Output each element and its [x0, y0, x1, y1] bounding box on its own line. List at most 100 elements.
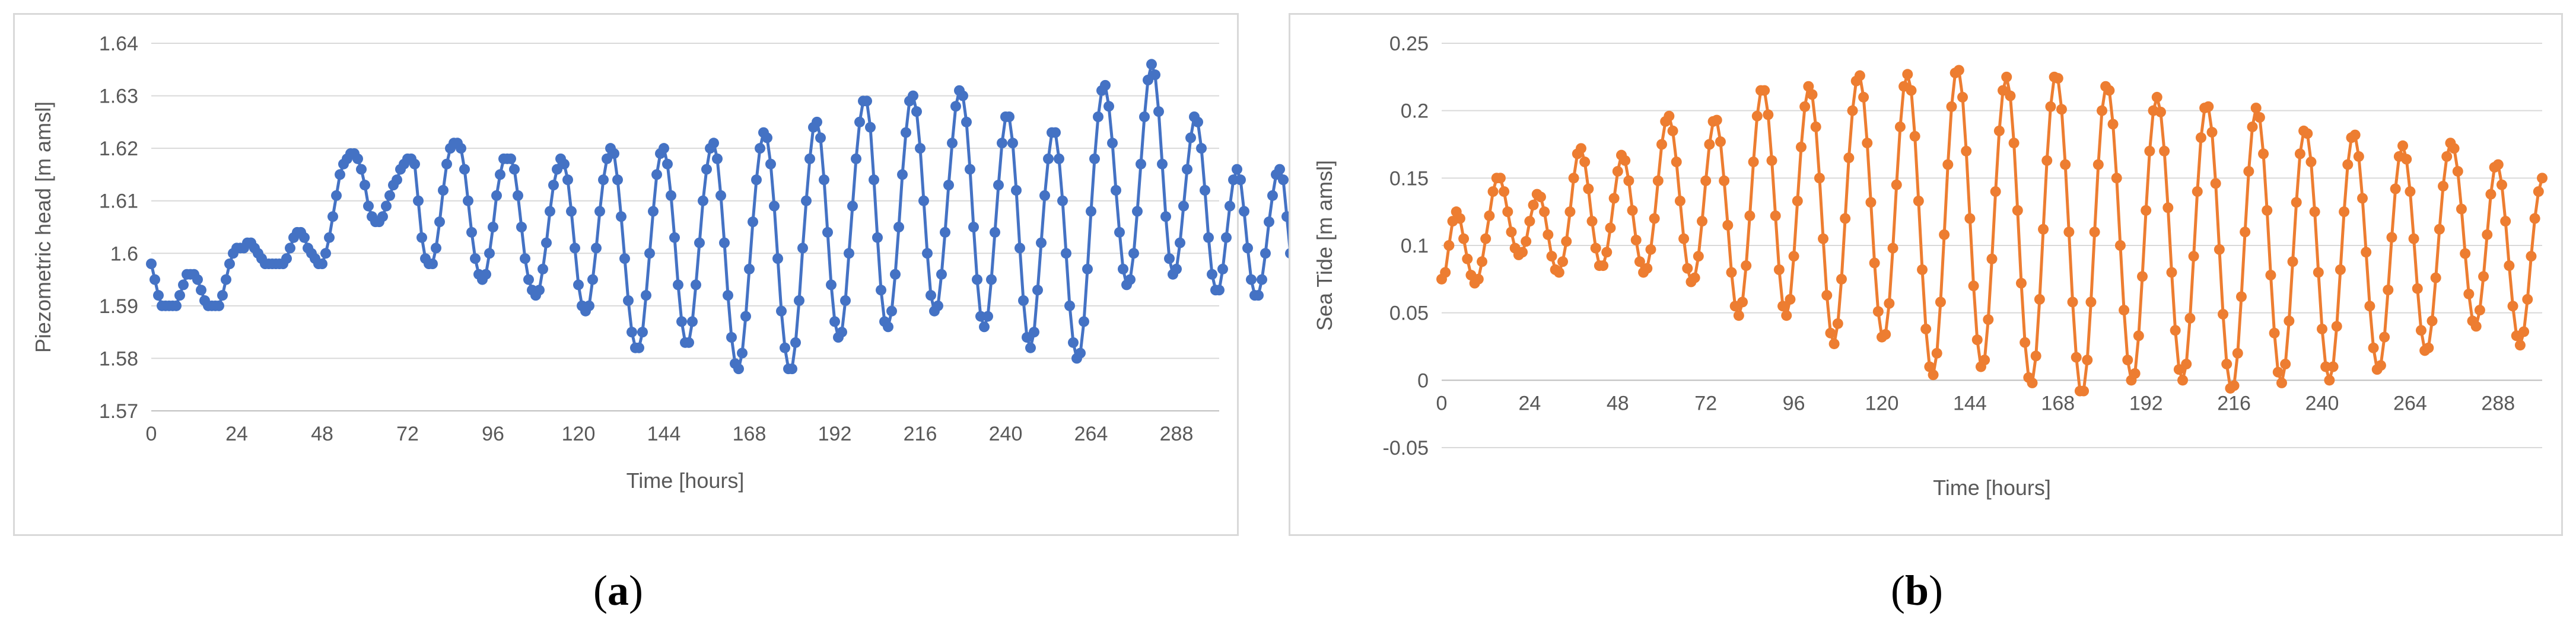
data-point: [1506, 226, 1517, 238]
data-point: [438, 185, 449, 196]
data-point: [872, 232, 883, 243]
data-point: [1192, 116, 1203, 127]
data-point: [1487, 186, 1499, 197]
data-point: [1157, 158, 1168, 170]
data-point: [174, 290, 185, 301]
data-point: [1499, 186, 1510, 197]
data-point: [723, 290, 733, 301]
data-point: [317, 258, 327, 269]
data-point: [698, 195, 708, 206]
data-point: [1748, 157, 1759, 168]
data-point: [826, 279, 837, 291]
data-point: [2291, 197, 2302, 208]
data-point: [993, 180, 1004, 191]
data-point: [1913, 195, 1924, 206]
data-point: [1018, 295, 1029, 306]
data-point: [1968, 280, 1979, 292]
data-point: [1671, 157, 1682, 168]
data-point: [1825, 327, 1836, 339]
data-point: [2030, 350, 2041, 362]
data-point: [335, 169, 345, 180]
data-point: [648, 206, 659, 217]
data-point: [2038, 224, 2049, 235]
data-point: [2331, 321, 2342, 332]
data-point: [214, 300, 224, 311]
data-point: [1568, 173, 1579, 184]
data-point: [2173, 364, 2184, 375]
data-point: [1079, 316, 1089, 327]
data-point: [840, 295, 851, 306]
data-point: [701, 164, 712, 175]
data-point: [659, 143, 669, 154]
y-axis-title: Sea Tide [m amsl]: [1312, 160, 1337, 331]
data-point: [1741, 260, 1752, 272]
data-point: [1089, 153, 1100, 164]
data-point: [1942, 159, 1954, 170]
data-point: [1175, 237, 1185, 248]
data-point: [2129, 368, 2141, 379]
data-point: [427, 258, 438, 269]
data-point: [2192, 186, 2203, 197]
data-point: [1260, 248, 1271, 259]
data-point: [481, 269, 491, 280]
data-point: [192, 274, 203, 285]
data-point: [1620, 155, 1631, 166]
data-point: [431, 242, 441, 254]
data-point: [196, 285, 206, 296]
data-point: [1814, 173, 1825, 184]
data-point: [1543, 229, 1554, 240]
data-point: [1906, 85, 1917, 96]
data-point: [573, 279, 584, 291]
data-point: [609, 148, 619, 159]
x-tick-label: 48: [1607, 392, 1629, 414]
data-point: [1061, 248, 1071, 259]
data-point: [2533, 186, 2544, 197]
data-point: [1667, 125, 1678, 136]
data-point: [1998, 85, 2009, 96]
data-point: [865, 122, 876, 133]
data-point: [1957, 91, 1968, 103]
data-point: [217, 290, 228, 301]
data-point: [780, 342, 790, 353]
data-point: [488, 222, 498, 232]
data-point: [1217, 263, 1228, 274]
data-point: [2423, 342, 2434, 353]
data-point: [2210, 178, 2221, 189]
data-point: [559, 158, 570, 170]
data-point: [762, 132, 772, 143]
data-point: [2504, 260, 2515, 272]
data-point: [733, 363, 744, 375]
data-point: [1872, 306, 1884, 317]
data-point: [1107, 138, 1118, 149]
data-point: [2482, 229, 2493, 240]
data-point: [2203, 101, 2214, 112]
data-point: [2276, 377, 2287, 388]
data-point: [2272, 366, 2284, 378]
data-point: [1564, 206, 1576, 218]
data-point: [1862, 138, 1873, 149]
data-point: [2368, 342, 2379, 353]
data-point: [1235, 174, 1246, 186]
data-point: [392, 174, 402, 186]
data-point: [669, 232, 680, 243]
data-point: [566, 206, 577, 217]
data-point: [1832, 318, 1843, 329]
data-point: [1068, 337, 1079, 348]
data-point: [1894, 121, 1906, 132]
data-point: [505, 153, 516, 164]
data-point: [1990, 186, 2001, 197]
data-point: [2060, 159, 2071, 170]
y-tick-label: 1.61: [99, 190, 138, 213]
data-point: [2085, 296, 2097, 308]
data-point: [2137, 271, 2148, 282]
data-point: [1612, 165, 1623, 177]
data-point: [2265, 270, 2276, 281]
data-point: [1645, 244, 1656, 255]
data-point: [2507, 301, 2518, 312]
data-point: [958, 90, 968, 101]
data-point: [171, 300, 182, 311]
data-point: [1795, 142, 1807, 153]
data-point: [2361, 247, 2372, 258]
data-point: [1100, 79, 1111, 91]
y-tick-label: 0.1: [1401, 235, 1429, 257]
